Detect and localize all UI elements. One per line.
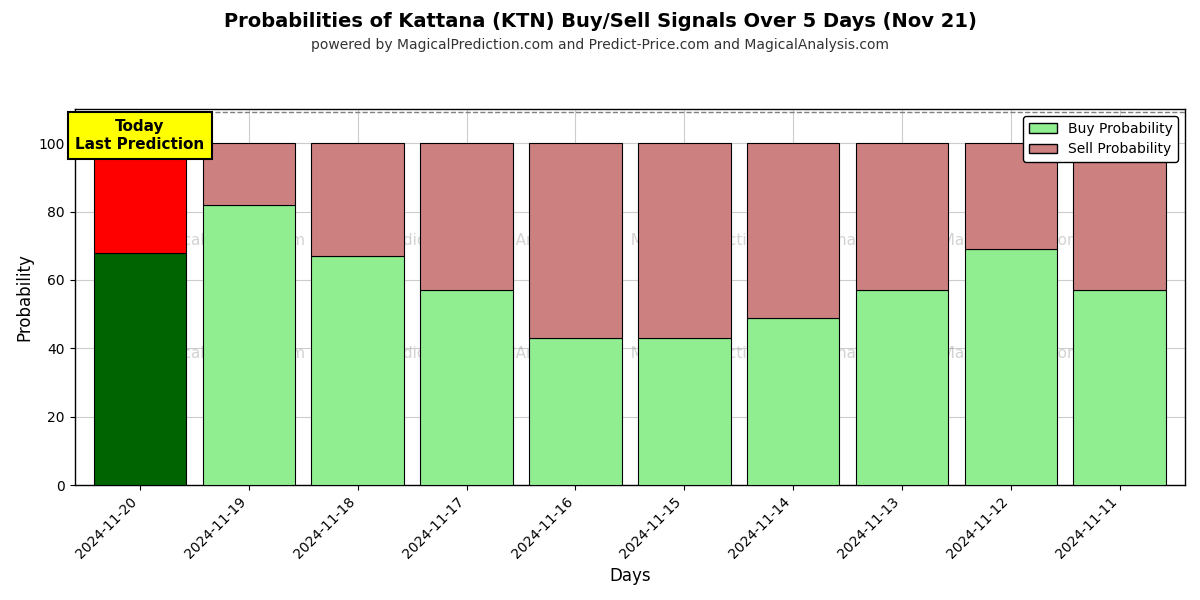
Bar bbox=[420, 290, 512, 485]
Bar bbox=[94, 143, 186, 253]
Y-axis label: Probability: Probability bbox=[16, 253, 34, 341]
Bar bbox=[203, 143, 295, 205]
Bar bbox=[856, 143, 948, 290]
Bar bbox=[1074, 143, 1166, 290]
Bar bbox=[746, 317, 839, 485]
Bar bbox=[965, 249, 1057, 485]
Bar bbox=[312, 143, 404, 256]
Text: MagicalAnalysis.com   MagicalPrediction.com: MagicalAnalysis.com MagicalPrediction.co… bbox=[457, 346, 803, 361]
Bar bbox=[94, 253, 186, 485]
Text: MagicalAnalysis.com   MagicalPrediction.com: MagicalAnalysis.com MagicalPrediction.co… bbox=[457, 233, 803, 248]
Text: Today
Last Prediction: Today Last Prediction bbox=[76, 119, 204, 152]
Text: MagicalAnalysis.com   MagicalPrediction.com: MagicalAnalysis.com MagicalPrediction.co… bbox=[146, 233, 492, 248]
Text: Probabilities of Kattana (KTN) Buy/Sell Signals Over 5 Days (Nov 21): Probabilities of Kattana (KTN) Buy/Sell … bbox=[223, 12, 977, 31]
Text: MagicalAnalysis.com   MagicalPrediction.com: MagicalAnalysis.com MagicalPrediction.co… bbox=[768, 346, 1114, 361]
Bar bbox=[529, 143, 622, 338]
Text: MagicalAnalysis.com   MagicalPrediction.com: MagicalAnalysis.com MagicalPrediction.co… bbox=[768, 233, 1114, 248]
Legend: Buy Probability, Sell Probability: Buy Probability, Sell Probability bbox=[1024, 116, 1178, 162]
Bar bbox=[529, 338, 622, 485]
Text: MagicalAnalysis.com   MagicalPrediction.com: MagicalAnalysis.com MagicalPrediction.co… bbox=[146, 346, 492, 361]
Bar bbox=[312, 256, 404, 485]
Bar bbox=[1074, 290, 1166, 485]
Bar bbox=[638, 143, 731, 338]
Bar bbox=[203, 205, 295, 485]
Bar bbox=[856, 290, 948, 485]
Bar bbox=[420, 143, 512, 290]
Text: powered by MagicalPrediction.com and Predict-Price.com and MagicalAnalysis.com: powered by MagicalPrediction.com and Pre… bbox=[311, 38, 889, 52]
X-axis label: Days: Days bbox=[610, 567, 650, 585]
Bar bbox=[638, 338, 731, 485]
Bar bbox=[965, 143, 1057, 249]
Bar bbox=[746, 143, 839, 317]
